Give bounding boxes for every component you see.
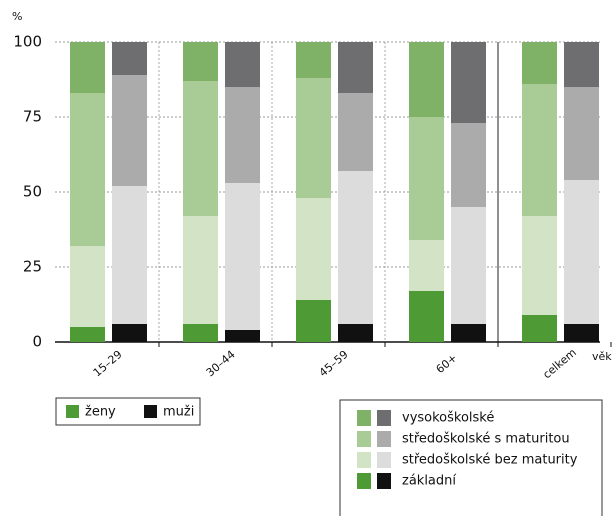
bar-segment [338,93,373,171]
bar-segment [183,42,218,81]
legend-box [55,397,201,426]
bar-segment [564,180,599,324]
bar-segment [451,42,486,123]
bar-segment [564,324,599,342]
legend-label: ženy [85,405,116,420]
bar-segment [112,186,147,324]
legend-label: vysokoškolské [402,411,494,426]
y-tick-label: 75 [23,108,42,126]
bar-segment [564,42,599,87]
legend-swatch [357,431,371,447]
bar-segment [522,42,557,84]
bar-segment [409,240,444,291]
legend-swatch [377,410,391,426]
bar-segment [225,87,260,183]
x-tick-label: 15–29 [91,348,125,379]
bar-segment [296,198,331,300]
bar-segment [451,324,486,342]
bar-segment [112,75,147,186]
bar-segment [296,42,331,78]
bar-segment [451,207,486,324]
bar-segment [225,330,260,342]
bar-segment [296,78,331,198]
legend-swatch [377,473,391,489]
y-tick-label: 0 [32,333,42,351]
bar-segment [564,87,599,180]
legend-box [339,399,603,516]
legend-swatch [377,452,391,468]
legend-swatch [144,405,157,418]
bar-segment [409,42,444,117]
legend-label: středoškolské bez maturity [402,453,578,468]
legend-label: muži [163,405,194,420]
x-tick-label: celkem [540,346,578,381]
x-tick-label: 45–59 [317,348,351,379]
bar-segment [409,117,444,240]
y-tick-label: 50 [23,183,42,201]
legend-swatch [357,410,371,426]
legend-label: středoškolské s maturitou [402,432,570,447]
bar-segment [338,324,373,342]
bar-segment [296,300,331,342]
y-axis-label: % [12,10,22,23]
bar-segment [522,315,557,342]
x-tick-label: 60+ [434,351,460,376]
legend-swatch [357,452,371,468]
legend-swatch [66,405,79,418]
bar-segment [70,42,105,93]
bar-segment [183,216,218,324]
bar-segment [225,42,260,87]
bar-segment [183,81,218,216]
legend-swatch [377,431,391,447]
bar-segment [409,291,444,342]
bar-segment [70,246,105,327]
bar-segment [522,216,557,315]
legend-swatch [357,473,371,489]
bar-segment [338,171,373,324]
bar-segment [183,324,218,342]
bar-segment [522,84,557,216]
bar-segment [70,327,105,342]
bar-segment [70,93,105,246]
x-tick-label: 30–44 [204,348,238,379]
bar-segment [225,183,260,330]
y-tick-label: 25 [23,258,42,276]
bar-segment [112,324,147,342]
y-tick-label: 100 [13,33,42,51]
x-axis-label: věk [592,350,612,363]
legend-label: základní [402,474,456,489]
bar-segment [451,123,486,207]
bar-segment [112,42,147,75]
bar-segment [338,42,373,93]
